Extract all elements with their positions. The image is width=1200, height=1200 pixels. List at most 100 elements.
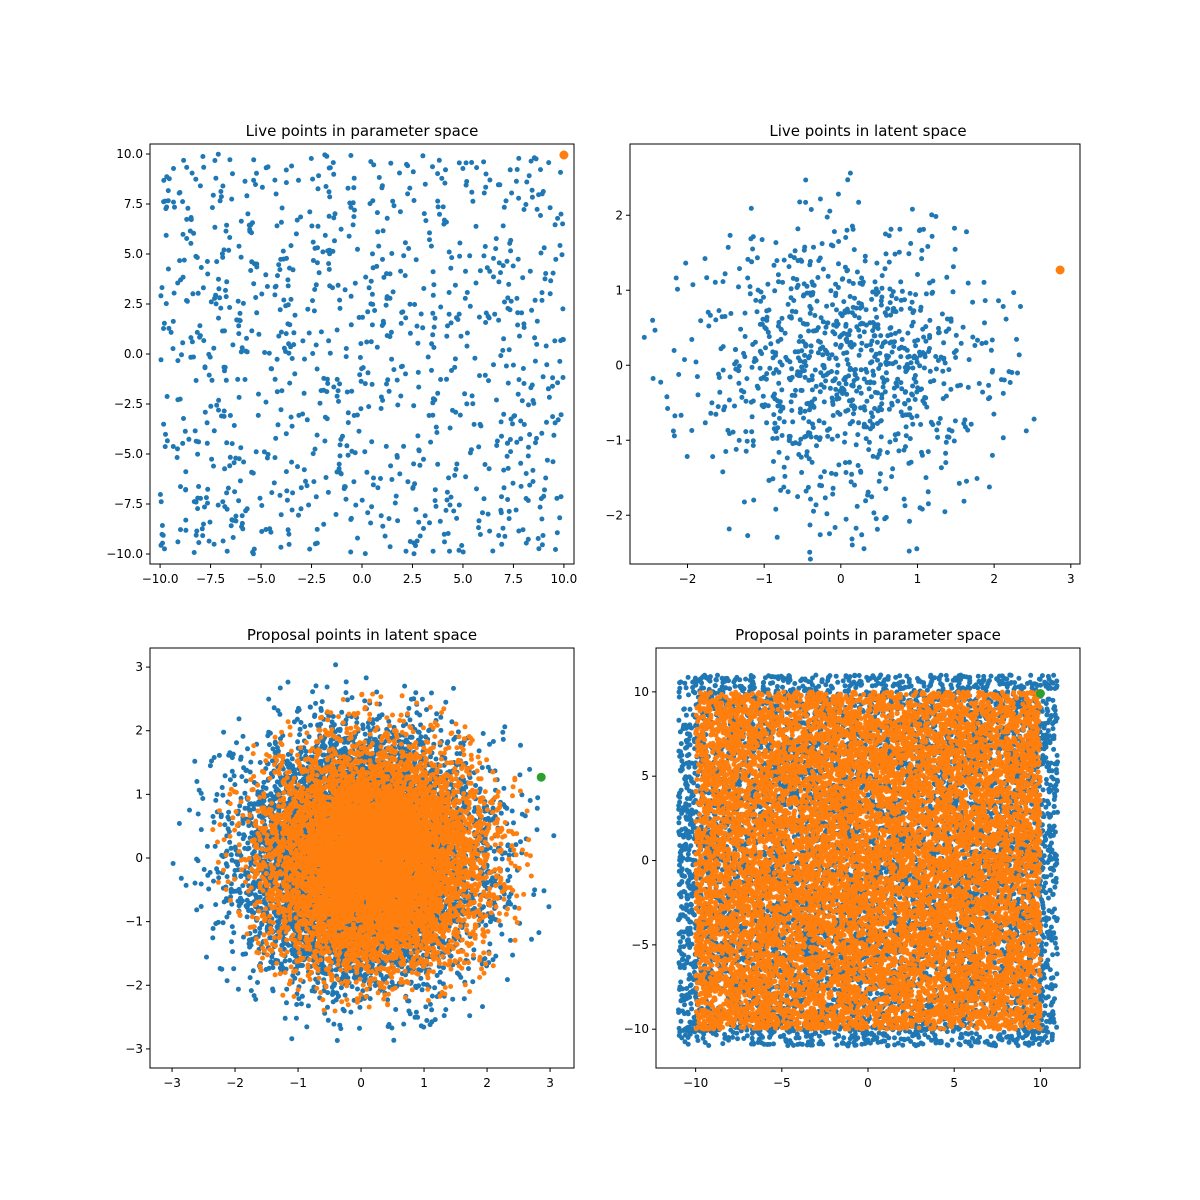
point-blue-415 <box>216 315 221 321</box>
point-blue-1842 <box>297 732 303 738</box>
point-blue-494 <box>374 210 380 216</box>
point-blue-311 <box>726 397 732 403</box>
point-blue-297 <box>817 389 823 395</box>
point-blue-872 <box>835 410 841 415</box>
point-blue-461 <box>919 256 925 262</box>
point-blue-742 <box>673 275 679 281</box>
point-blue-439 <box>689 428 695 433</box>
point-blue-532 <box>477 373 482 379</box>
point-blue-336 <box>501 411 507 417</box>
point-blue-501 <box>939 311 945 317</box>
point-blue-380 <box>779 315 785 321</box>
point-blue-896 <box>824 372 829 378</box>
point-blue-584 <box>462 295 468 301</box>
point-blue-706 <box>388 329 394 335</box>
point-blue-467 <box>750 246 756 252</box>
point-blue-289 <box>438 377 444 382</box>
point-blue-256 <box>835 362 841 368</box>
point-blue-349 <box>457 253 463 259</box>
point-blue-995 <box>715 404 721 410</box>
point-blue-106 <box>789 408 795 413</box>
point-blue-2816 <box>303 749 309 754</box>
point-blue-802 <box>286 541 292 547</box>
point-blue-307 <box>330 285 335 291</box>
point-blue-849 <box>277 267 283 273</box>
point-blue-309 <box>850 281 856 286</box>
point-blue-539 <box>750 234 756 240</box>
point-blue-945 <box>320 249 326 255</box>
point-blue-603 <box>882 516 888 522</box>
point-blue-972 <box>849 542 855 548</box>
point-blue-429 <box>492 311 498 317</box>
point-blue-420 <box>250 551 256 557</box>
point-blue-446 <box>555 215 561 221</box>
point-blue-279 <box>164 394 170 399</box>
point-blue-142 <box>445 323 450 329</box>
point-blue-382 <box>555 417 561 423</box>
point-blue-852 <box>744 438 750 444</box>
point-blue-801 <box>311 308 317 314</box>
point-blue-732 <box>843 235 849 240</box>
point-blue-418 <box>825 273 831 279</box>
point-blue-402 <box>498 270 503 276</box>
point-blue-413 <box>182 428 188 434</box>
point-blue-160 <box>946 367 952 373</box>
point-blue-586 <box>809 459 815 465</box>
point-blue-989 <box>505 305 511 311</box>
point-blue-701 <box>281 256 287 262</box>
point-blue-679 <box>878 302 884 308</box>
point-blue-300 <box>452 356 458 362</box>
point-blue-29 <box>555 380 561 386</box>
point-blue-937 <box>506 347 512 353</box>
point-blue-669 <box>807 522 813 528</box>
point-blue-985 <box>291 342 297 348</box>
point-blue-407 <box>775 272 781 278</box>
point-blue-324 <box>351 185 357 191</box>
y-tick-label-7: 7.5 <box>124 197 143 211</box>
point-blue-560 <box>557 515 563 521</box>
point-blue-650 <box>871 380 877 386</box>
point-blue-579 <box>552 338 558 344</box>
point-blue-949 <box>1006 369 1012 375</box>
point-blue-292 <box>237 310 243 316</box>
point-blue-453 <box>195 506 201 512</box>
point-blue-295 <box>301 390 307 396</box>
point-blue-553 <box>286 350 292 356</box>
point-blue-966 <box>722 271 728 277</box>
point-blue-604 <box>221 408 227 414</box>
point-blue-637 <box>850 226 856 232</box>
point-blue-888 <box>233 518 239 524</box>
point-blue-709 <box>227 305 233 310</box>
point-blue-965 <box>858 301 864 307</box>
point-blue-577 <box>191 550 197 555</box>
point-blue-280 <box>962 417 968 423</box>
point-blue-946 <box>405 163 411 169</box>
point-blue-399 <box>523 496 529 501</box>
point-blue-566 <box>872 389 878 395</box>
point-blue-385 <box>411 198 417 203</box>
point-blue-650 <box>212 158 218 163</box>
point-blue-811 <box>552 420 558 426</box>
point-blue-963 <box>535 536 541 541</box>
point-blue-776 <box>745 256 751 262</box>
point-blue-126 <box>539 430 545 436</box>
point-blue-12 <box>326 213 332 219</box>
point-blue-1839 <box>357 1025 362 1031</box>
point-blue-1115 <box>419 987 425 993</box>
point-blue-742 <box>444 333 450 339</box>
point-blue-738 <box>249 259 255 265</box>
point-blue-813 <box>218 194 224 200</box>
point-blue-689 <box>314 526 320 532</box>
point-blue-75 <box>528 158 534 164</box>
point-blue-744 <box>759 402 765 408</box>
point-blue-970 <box>749 364 755 370</box>
point-blue-655 <box>387 544 393 550</box>
point-blue-662 <box>504 453 510 459</box>
point-blue-925 <box>843 470 849 475</box>
point-blue-544 <box>519 792 525 798</box>
point-blue-2522 <box>325 1004 330 1010</box>
point-blue-623 <box>720 469 726 475</box>
point-blue-278 <box>366 285 372 291</box>
point-blue-225 <box>194 528 200 534</box>
point-blue-483 <box>288 414 294 420</box>
